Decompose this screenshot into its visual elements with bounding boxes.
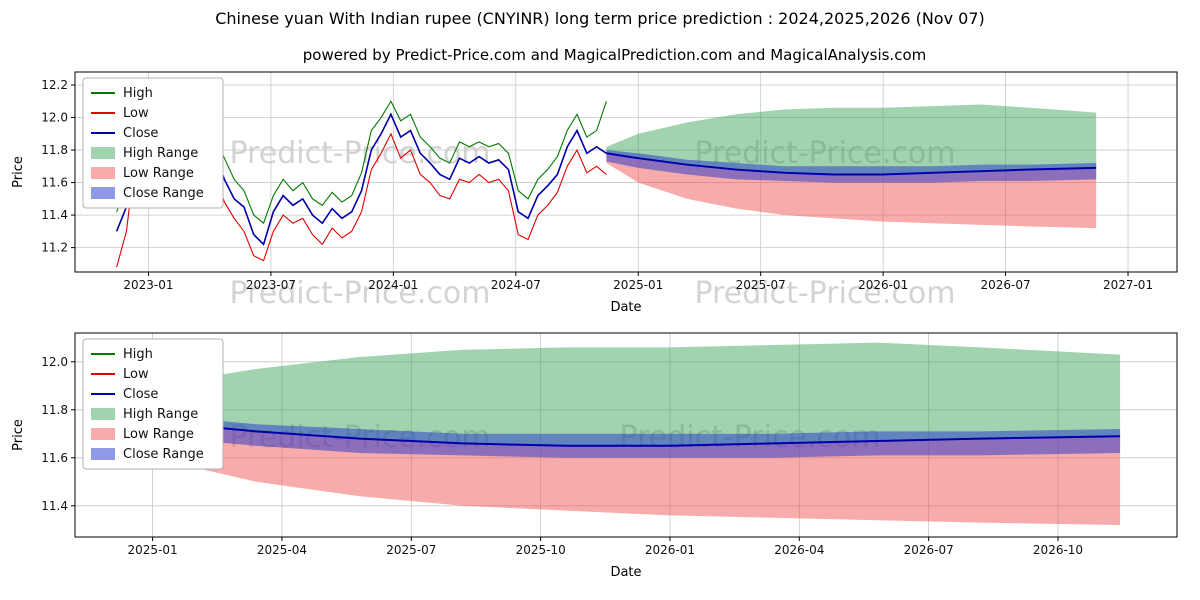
y-tick-label: 11.4 [41, 499, 68, 513]
x-tick-label: 2025-01 [128, 543, 178, 557]
y-tick-label: 12.0 [41, 355, 68, 369]
legend-label: Close Range [123, 186, 204, 201]
plot-border [74, 332, 1178, 538]
legend-label: High [123, 86, 153, 101]
y-tick-label: 11.6 [41, 451, 68, 465]
legend-label: Low Range [123, 166, 194, 181]
x-tick-label: 2025-07 [736, 278, 786, 292]
legend: High Low Close High Range Low Range Close Ran… [82, 77, 224, 209]
legend-label: High Range [123, 146, 198, 161]
chart-historical: 2023-01 2023-07 2024-01 2024-07 2025-01 2025-… [41, 71, 1178, 292]
watermark-text: Predict-Price.com [695, 276, 956, 311]
x-tick-label: 2025-10 [516, 543, 566, 557]
y-tick-label: 11.4 [41, 208, 68, 222]
watermark-text: Predict-Price.com [230, 276, 491, 311]
legend-label: Low [123, 367, 149, 382]
legend-fill-swatch [91, 147, 115, 159]
top-chart-xlabel: Date [610, 300, 641, 315]
x-tick-label: 2026-04 [774, 543, 824, 557]
y-tick-label: 11.8 [41, 403, 68, 417]
y-tick-label: 12.0 [41, 111, 68, 125]
watermark-text: Predict-Price.com [230, 136, 491, 171]
y-tick-label: 12.2 [41, 78, 68, 92]
top-chart-ylabel: Price [11, 156, 26, 188]
x-tick-label: 2025-04 [257, 543, 307, 557]
y-tick-label: 11.8 [41, 143, 68, 157]
legend-fill-swatch [91, 448, 115, 460]
x-tick-label: 2023-07 [246, 278, 296, 292]
chart-subtitle: powered by Predict-Price.com and Magical… [302, 46, 927, 64]
legend: High Low Close High Range Low Range Close Ran… [82, 338, 224, 470]
x-tick-label: 2023-01 [123, 278, 173, 292]
chart-prediction: 2025-01 2025-04 2025-07 2025-10 2026-01 2026-… [41, 332, 1178, 557]
x-tick-label: 2026-10 [1033, 543, 1083, 557]
x-tick-label: 2027-01 [1103, 278, 1153, 292]
legend-label: Low Range [123, 427, 194, 442]
legend-box [82, 338, 224, 470]
legend-label: High [123, 347, 153, 362]
x-tick-label: 2026-07 [981, 278, 1031, 292]
y-tick-label: 11.6 [41, 176, 68, 190]
bottom-chart-ylabel: Price [11, 419, 26, 451]
legend-fill-swatch [91, 408, 115, 420]
high-range-band [606, 104, 1097, 175]
legend-fill-swatch [91, 428, 115, 440]
chart-title: Chinese yuan With Indian rupee (CNYINR) … [215, 9, 985, 28]
x-tick-label: 2026-01 [858, 278, 908, 292]
x-tick-label: 2026-01 [645, 543, 695, 557]
legend-label: Close [123, 387, 158, 402]
bottom-chart-xlabel: Date [610, 565, 641, 580]
y-tick-label: 11.2 [41, 241, 68, 255]
legend-fill-swatch [91, 187, 115, 199]
x-tick-label: 2025-07 [386, 543, 436, 557]
x-tick-label: 2024-07 [491, 278, 541, 292]
forecast-close-line [606, 152, 1097, 176]
close-range-band [85, 409, 1121, 458]
x-tick-label: 2026-07 [904, 543, 954, 557]
close-range-band [606, 150, 1097, 183]
legend-label: Low [123, 106, 149, 121]
high-range-band [85, 342, 1121, 446]
legend-fill-swatch [91, 167, 115, 179]
legend-label: Close [123, 126, 158, 141]
legend-label: Close Range [123, 447, 204, 462]
x-tick-label: 2024-01 [368, 278, 418, 292]
legend-label: High Range [123, 407, 198, 422]
x-tick-label: 2025-01 [613, 278, 663, 292]
legend-box [82, 77, 224, 209]
plot-border [74, 71, 1178, 273]
